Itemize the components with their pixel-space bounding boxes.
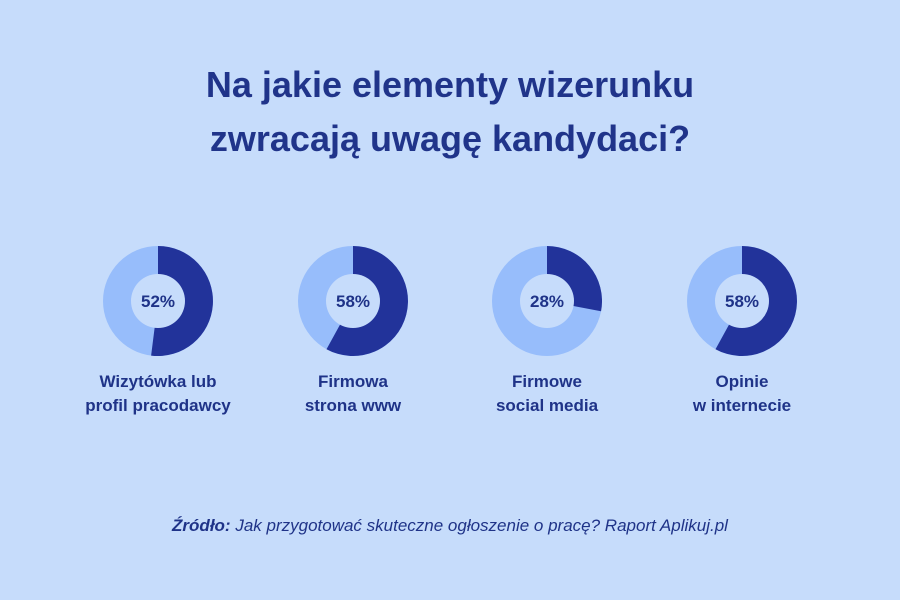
chart-label: Opinie w internecie	[632, 370, 852, 418]
chart-online-reviews: 58% Opinie w internecie	[632, 246, 852, 418]
chart-company-website: 58% Firmowa strona www	[243, 246, 463, 418]
chart-label: Wizytówka lub profil pracodawcy	[48, 370, 268, 418]
chart-label-line-2: profil pracodawcy	[85, 396, 231, 415]
donut-hole	[131, 274, 185, 328]
donut-hole	[520, 274, 574, 328]
source-text: Jak przygotować skuteczne ogłoszenie o p…	[230, 516, 728, 535]
chart-label: Firmowa strona www	[243, 370, 463, 418]
chart-label-line-2: strona www	[304, 396, 402, 415]
chart-label-line-1: Firmowa	[318, 372, 388, 391]
source-prefix: Źródło:	[172, 516, 231, 535]
chart-company-social-media: 28% Firmowe social media	[437, 246, 657, 418]
donut-chart-2: 58%	[298, 246, 408, 356]
title-line-1: Na jakie elementy wizerunku	[205, 64, 695, 105]
donut-charts: 52% Wizytówka lub profil pracodawcy 58% …	[0, 246, 900, 436]
donut-hole	[326, 274, 380, 328]
title-line-2: zwracają uwagę kandydaci?	[209, 118, 691, 159]
percent-label: 52%	[141, 292, 175, 311]
chart-label-line-1: Wizytówka lub	[99, 372, 217, 391]
chart-employer-profile: 52% Wizytówka lub profil pracodawcy	[48, 246, 268, 418]
chart-label: Firmowe social media	[437, 370, 657, 418]
donut-hole	[715, 274, 769, 328]
chart-label-line-2: w internecie	[692, 396, 792, 415]
chart-label-line-1: Firmowe	[512, 372, 582, 391]
donut-chart-1: 52%	[103, 246, 213, 356]
percent-label: 28%	[530, 292, 564, 311]
source-note: Źródło: Jak przygotować skuteczne ogłosz…	[0, 516, 900, 536]
donut-chart-3: 28%	[492, 246, 602, 356]
chart-label-line-2: social media	[495, 396, 599, 415]
chart-label-line-1: Opinie	[715, 372, 769, 391]
donut-chart-4: 58%	[687, 246, 797, 356]
percent-label: 58%	[336, 292, 370, 311]
percent-label: 58%	[725, 292, 759, 311]
page-title: Na jakie elementy wizerunku zwracają uwa…	[0, 58, 900, 166]
